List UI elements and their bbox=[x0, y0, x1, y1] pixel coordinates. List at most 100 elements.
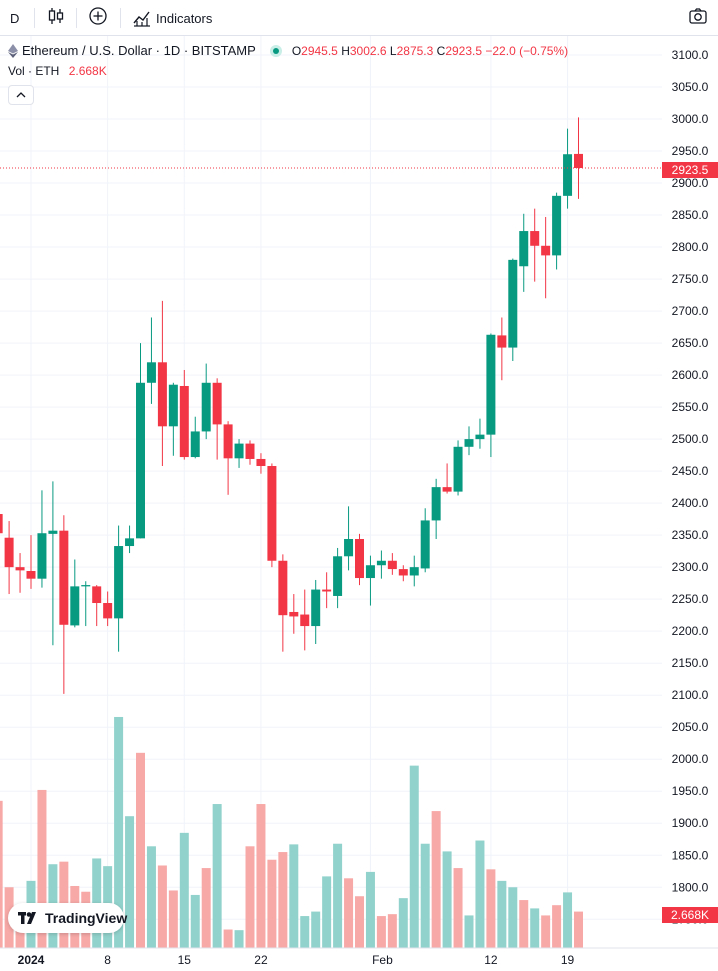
volume-bar bbox=[541, 915, 551, 948]
low-key: L bbox=[389, 43, 397, 58]
volume-legend: Vol · ETH 2.668K bbox=[8, 64, 107, 78]
candle-body bbox=[464, 439, 474, 447]
candle-body bbox=[146, 362, 156, 383]
high-value: 3002.6 bbox=[349, 43, 387, 58]
volume-bar bbox=[365, 871, 375, 948]
candlesticks bbox=[0, 117, 583, 694]
price-tick-label: 3100.0 bbox=[672, 48, 709, 62]
volume-bar bbox=[420, 843, 430, 948]
candle-body bbox=[574, 153, 583, 168]
volume-bar bbox=[530, 908, 540, 948]
volume-bar bbox=[409, 765, 419, 948]
price-tick-label: 1950.0 bbox=[672, 784, 709, 798]
symbol-description[interactable]: Ethereum / U.S. Dollar · 1D · BITSTAMP bbox=[22, 43, 256, 58]
candle-body bbox=[519, 231, 529, 267]
tradingview-logo-icon bbox=[18, 912, 40, 924]
volume-label[interactable]: Vol · ETH bbox=[8, 64, 60, 78]
candle-body bbox=[81, 585, 91, 587]
candle-body bbox=[168, 384, 178, 427]
price-tick-label: 2550.0 bbox=[672, 400, 709, 414]
collapse-legend-button[interactable] bbox=[8, 85, 34, 105]
price-tick-label: 2150.0 bbox=[672, 656, 709, 670]
candle-body bbox=[70, 586, 80, 626]
candle-body bbox=[497, 335, 507, 348]
volume-bar bbox=[245, 846, 255, 948]
chart-type-button[interactable] bbox=[46, 0, 66, 36]
price-tick-label: 3050.0 bbox=[672, 80, 709, 94]
plus-circle-icon bbox=[88, 6, 108, 31]
price-tick-label: 2700.0 bbox=[672, 304, 709, 318]
add-symbol-button[interactable] bbox=[88, 0, 108, 36]
volume-bar bbox=[157, 865, 167, 948]
volume-bar bbox=[398, 898, 408, 948]
volume-bar bbox=[190, 894, 200, 948]
volume-bar bbox=[355, 896, 364, 948]
time-axis: 2024 8 15 22 Feb 12 19 bbox=[0, 947, 718, 967]
price-axis: 3100.0 3050.0 3000.0 2950.0 2900.0 2850.0 2800… bbox=[672, 48, 709, 926]
price-tick-label: 2000.0 bbox=[672, 752, 709, 766]
volume-bar bbox=[267, 859, 277, 948]
price-tick-label: 2850.0 bbox=[672, 208, 709, 222]
high-key: H bbox=[341, 43, 350, 58]
candle-body bbox=[475, 434, 485, 440]
volume-value: 2.668K bbox=[68, 64, 107, 78]
interval-button[interactable]: D bbox=[10, 0, 19, 36]
candle-body bbox=[4, 537, 14, 568]
volume-bar bbox=[37, 789, 47, 948]
candle-body bbox=[552, 195, 562, 256]
price-chart[interactable]: 3100.0 3050.0 3000.0 2950.0 2900.0 2850.0 2800… bbox=[0, 36, 718, 971]
open-value: 2945.5 bbox=[301, 43, 338, 58]
volume-bar bbox=[179, 832, 189, 948]
candle-body bbox=[508, 259, 518, 348]
volume-bar bbox=[311, 911, 321, 948]
volume-bar bbox=[431, 811, 441, 948]
price-tick-label: 2900.0 bbox=[672, 176, 709, 190]
price-tick-label: 2650.0 bbox=[672, 336, 709, 350]
price-tick-label: 2300.0 bbox=[672, 560, 709, 574]
volume-bar bbox=[125, 816, 135, 948]
volume-bar bbox=[574, 911, 583, 948]
candle-body bbox=[15, 567, 25, 571]
toolbar-divider bbox=[120, 8, 121, 28]
candle-body bbox=[267, 466, 277, 561]
tradingview-logo-text: TradingView bbox=[45, 910, 128, 926]
candle-body bbox=[398, 569, 408, 576]
price-tick-label: 2400.0 bbox=[672, 496, 709, 510]
time-tick-label: 22 bbox=[254, 953, 268, 967]
volume-bar bbox=[223, 929, 233, 948]
symbol-legend: Ethereum / U.S. Dollar · 1D · BITSTAMP O… bbox=[8, 43, 568, 58]
candle-body bbox=[322, 589, 332, 592]
tradingview-logo[interactable]: TradingView bbox=[8, 903, 128, 933]
price-tick-label: 2750.0 bbox=[672, 272, 709, 286]
volume-bar bbox=[201, 868, 211, 948]
volume-bar bbox=[376, 916, 386, 948]
time-tick-label: Feb bbox=[372, 953, 393, 967]
time-tick-label: 19 bbox=[561, 953, 575, 967]
volume-bar bbox=[453, 868, 463, 948]
volume-bar bbox=[486, 869, 496, 948]
screenshot-button[interactable] bbox=[688, 0, 708, 36]
candle-body bbox=[409, 567, 419, 576]
price-tick-label: 2950.0 bbox=[672, 144, 709, 158]
volume-bar bbox=[322, 876, 332, 948]
candle-body bbox=[26, 571, 36, 579]
candle-body bbox=[201, 382, 211, 432]
candle-body bbox=[103, 603, 113, 619]
close-value: 2923.5 bbox=[445, 43, 483, 58]
volume-bar bbox=[212, 804, 222, 948]
candle-body bbox=[245, 443, 255, 459]
candle-body bbox=[212, 382, 222, 425]
price-tick-label: 1900.0 bbox=[672, 816, 709, 830]
last-volume-label: 2.668K bbox=[670, 908, 710, 922]
candle-body bbox=[278, 560, 288, 616]
price-tick-label: 1850.0 bbox=[672, 848, 709, 862]
top-toolbar: D Indicators bbox=[0, 0, 718, 36]
price-tick-label: 2200.0 bbox=[672, 624, 709, 638]
candle-body bbox=[530, 231, 540, 246]
volume-bar bbox=[300, 916, 310, 948]
chart-grid bbox=[0, 36, 662, 948]
indicators-button[interactable]: Indicators bbox=[132, 0, 212, 36]
toolbar-divider bbox=[34, 8, 35, 28]
candle-body bbox=[37, 533, 47, 579]
price-tick-label: 2050.0 bbox=[672, 720, 709, 734]
